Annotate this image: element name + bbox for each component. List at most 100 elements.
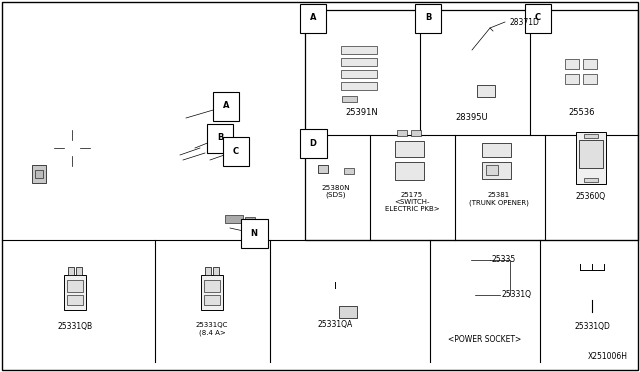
Bar <box>341 82 377 90</box>
Polygon shape <box>175 175 278 215</box>
Polygon shape <box>391 184 433 189</box>
Polygon shape <box>68 68 165 90</box>
Text: 28371D: 28371D <box>510 18 540 27</box>
Circle shape <box>451 55 477 81</box>
Bar <box>204 295 220 305</box>
Bar <box>213 266 219 275</box>
Bar <box>579 140 603 168</box>
Circle shape <box>588 256 596 264</box>
Bar <box>477 85 495 97</box>
Bar <box>565 74 579 84</box>
Polygon shape <box>332 282 353 310</box>
Circle shape <box>582 265 602 285</box>
Bar <box>341 58 377 66</box>
Bar <box>397 130 407 136</box>
Bar <box>341 70 377 78</box>
Text: 25335: 25335 <box>492 256 516 264</box>
Polygon shape <box>55 68 220 105</box>
Bar <box>584 134 598 138</box>
Polygon shape <box>93 38 108 46</box>
Bar <box>76 266 82 275</box>
Text: A: A <box>223 102 229 110</box>
Bar <box>339 306 357 318</box>
Polygon shape <box>178 190 268 210</box>
Polygon shape <box>584 285 600 300</box>
Bar <box>67 295 83 305</box>
Polygon shape <box>138 68 195 84</box>
Text: 25331QD: 25331QD <box>574 322 610 331</box>
Bar <box>68 266 74 275</box>
Bar <box>35 170 43 178</box>
Text: B: B <box>217 134 223 142</box>
Circle shape <box>600 256 608 264</box>
Circle shape <box>455 252 471 268</box>
Bar <box>225 215 243 223</box>
Circle shape <box>451 273 475 297</box>
Text: 25360Q: 25360Q <box>576 192 606 201</box>
Text: 25331QC
(8.4 A>: 25331QC (8.4 A> <box>196 322 228 336</box>
Polygon shape <box>582 152 598 164</box>
Text: 25381
(TRUNK OPENER): 25381 (TRUNK OPENER) <box>469 192 529 205</box>
Bar <box>576 132 606 184</box>
Text: 25391N: 25391N <box>346 108 378 117</box>
Polygon shape <box>332 94 387 100</box>
Bar <box>64 275 86 310</box>
Text: C: C <box>233 147 239 155</box>
Polygon shape <box>145 88 248 195</box>
Bar <box>395 141 424 157</box>
Polygon shape <box>493 42 501 106</box>
Circle shape <box>327 260 343 276</box>
Bar <box>205 266 211 275</box>
Text: A: A <box>310 13 316 22</box>
Text: 25331QB: 25331QB <box>58 322 93 331</box>
Circle shape <box>459 256 467 264</box>
Bar <box>201 275 223 310</box>
Text: B: B <box>425 13 431 22</box>
Text: C: C <box>535 13 541 22</box>
Polygon shape <box>554 54 603 92</box>
Polygon shape <box>25 30 230 75</box>
Polygon shape <box>386 136 433 184</box>
Bar <box>482 142 511 157</box>
Text: 25175
<SWITCH-
ELECTRIC PKB>: 25175 <SWITCH- ELECTRIC PKB> <box>385 192 439 212</box>
Polygon shape <box>30 100 70 185</box>
Bar <box>584 178 598 182</box>
Polygon shape <box>435 42 501 97</box>
Bar <box>32 165 46 183</box>
Text: 28395U: 28395U <box>456 113 488 122</box>
Circle shape <box>458 62 470 74</box>
Polygon shape <box>25 60 55 100</box>
Polygon shape <box>332 40 387 100</box>
Polygon shape <box>478 183 520 187</box>
Text: X251006H: X251006H <box>588 352 628 361</box>
Bar <box>344 168 354 174</box>
Polygon shape <box>596 54 603 99</box>
Bar <box>565 59 579 69</box>
Polygon shape <box>162 110 200 125</box>
Text: 25380N
(SDS): 25380N (SDS) <box>322 185 350 199</box>
Bar <box>583 74 597 84</box>
Polygon shape <box>215 207 270 235</box>
Polygon shape <box>318 148 354 171</box>
Circle shape <box>64 140 80 156</box>
Circle shape <box>403 165 415 177</box>
Polygon shape <box>170 136 240 180</box>
Circle shape <box>576 256 584 264</box>
Polygon shape <box>451 307 475 315</box>
Circle shape <box>587 270 597 280</box>
Text: N: N <box>250 228 257 237</box>
Circle shape <box>456 278 470 292</box>
Text: 25536: 25536 <box>569 108 595 117</box>
Circle shape <box>321 254 349 282</box>
Polygon shape <box>155 110 248 195</box>
Bar <box>486 164 498 174</box>
Polygon shape <box>111 38 126 46</box>
Circle shape <box>444 48 484 88</box>
Polygon shape <box>458 297 468 307</box>
Bar <box>67 279 83 292</box>
Bar <box>204 279 220 292</box>
Circle shape <box>54 130 90 166</box>
Polygon shape <box>382 40 387 100</box>
Text: <POWER SOCKET>: <POWER SOCKET> <box>449 335 522 344</box>
Text: 25331QA: 25331QA <box>317 320 353 329</box>
